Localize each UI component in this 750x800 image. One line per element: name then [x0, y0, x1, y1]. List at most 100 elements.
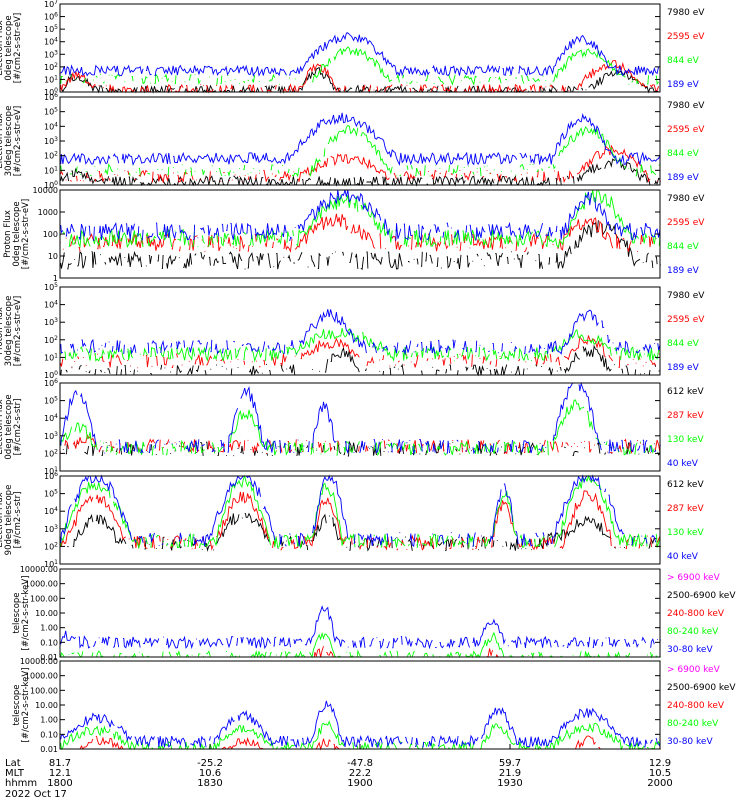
series-7-5: [60, 605, 661, 650]
panel-frame: [59, 286, 661, 376]
y-tick-label: 100: [44, 87, 58, 97]
panel-3: 1 10 100 1000 10000 Proton Flux 0deg telescope…: [3, 186, 705, 283]
legend-entry: 7980 eV: [667, 194, 705, 204]
y-tick-label: 10.00: [35, 701, 58, 710]
legend-entry: 80-240 keV: [667, 627, 719, 637]
y-tick-label: 102: [44, 335, 58, 345]
y-tick-label: 100: [44, 180, 58, 190]
y-axis-label-line: [#/cm2-s-str]: [13, 399, 23, 456]
y-tick-label: 0.01: [40, 653, 58, 662]
series-8-5: [60, 700, 661, 749]
y-tick-label: 1000: [38, 208, 58, 217]
series-4-1: [60, 344, 660, 377]
series-1-4: [60, 32, 660, 78]
series-4-2: [60, 335, 660, 369]
x-tick-label-lat: -25.2: [197, 758, 223, 769]
y-tick-label: 105: [44, 282, 58, 292]
y-tick-label: 105: [44, 396, 58, 406]
y-tick-label: 103: [44, 431, 58, 441]
legend-entry: 240-800 keV: [667, 609, 725, 619]
y-axis-label-line: 90deg telescope: [4, 485, 14, 556]
y-tick-label: 1: [53, 274, 58, 283]
y-axis-label-line: Electron Flux: [0, 399, 5, 454]
series-3-1: [60, 220, 661, 271]
y-tick-label: 1000.00: [25, 672, 58, 681]
panel-7: 0.01 0.10 1.00 10.00 100.00 1000.00 10000.00 te…: [12, 565, 736, 662]
y-axis-label-line: Proton Flux: [0, 307, 5, 355]
series-4-4: [60, 309, 661, 356]
x-row-label-hhmm: hhmm: [5, 778, 37, 789]
legend-entry: 844 eV: [667, 242, 700, 252]
y-tick-label: 10.00: [35, 609, 58, 618]
panel-frame: [59, 660, 661, 750]
y-tick-label: 101: [44, 165, 58, 175]
legend-entry: 287 keV: [667, 411, 704, 421]
legend-entry: 2595 eV: [667, 218, 705, 228]
legend-entry: 130 keV: [667, 528, 704, 538]
y-tick-label: 101: [44, 466, 58, 476]
y-tick-label: 101: [44, 559, 58, 569]
y-tick-label: 101: [44, 74, 58, 84]
y-axis-label-line: [#/cm2-s-str-eV]: [13, 296, 23, 366]
x-tick-label-lat: 59.7: [499, 758, 521, 769]
y-tick-label: 106: [44, 471, 58, 481]
y-tick-label: 10000: [33, 186, 58, 195]
y-axis-label-line: 30deg telescope: [4, 106, 14, 177]
y-tick-label: 106: [44, 92, 58, 102]
y-tick-label: 106: [44, 378, 58, 388]
y-tick-label: 104: [44, 506, 58, 516]
legend-entry: 287 keV: [667, 504, 704, 514]
legend-entry: 80-240 keV: [667, 719, 719, 729]
y-axis-label-line: [#/cm2-s-str-eV]: [13, 106, 23, 176]
y-axis-label-line: Electron Flux: [0, 492, 5, 547]
legend-entry: 612 keV: [667, 480, 704, 490]
legend-entry: 30-80 keV: [667, 737, 713, 747]
y-axis-label-line: telescope: [12, 684, 22, 725]
y-tick-label: 100.00: [30, 594, 58, 603]
x-tick-label-mlt: 12.1: [49, 768, 71, 779]
x-tick-label-lat: 81.7: [49, 758, 71, 769]
x-tick-label-hhmm: 1830: [197, 778, 222, 789]
y-tick-label: 104: [44, 121, 58, 131]
x-tick-label-mlt: 22.2: [349, 768, 371, 779]
y-tick-label: 103: [44, 317, 58, 327]
legend-entry: 240-800 keV: [667, 701, 725, 711]
panel-frame: [59, 3, 661, 93]
y-axis-label-line: 0deg telescope: [4, 15, 14, 80]
date-label: 2022 Oct 17: [5, 789, 67, 800]
legend-entry: 844 eV: [667, 56, 700, 66]
y-tick-label: 103: [44, 524, 58, 534]
legend-entry: 844 eV: [667, 339, 700, 349]
panel-8: 0.01 0.10 1.00 10.00 100.00 1000.00 10000.00 te…: [12, 657, 736, 754]
y-axis-label-line: Electron Flux: [0, 20, 5, 75]
x-tick-label-lat: 12.9: [649, 758, 671, 769]
legend-entry: > 6900 keV: [667, 573, 721, 583]
y-tick-label: 10000.00: [20, 657, 58, 666]
x-tick-label-mlt: 10.5: [649, 768, 671, 779]
y-tick-label: 0.01: [40, 745, 58, 754]
legend-entry: 2595 eV: [667, 315, 705, 325]
series-3-4: [60, 189, 661, 241]
y-tick-label: 105: [44, 24, 58, 34]
panel-1: 100101102103104105106107TEDElectron Flux…: [0, 0, 705, 97]
legend-entry: 30-80 keV: [667, 645, 713, 655]
panel-frame: [59, 475, 661, 565]
x-tick-label-mlt: 10.6: [199, 768, 221, 779]
legend-entry: 2500-6900 keV: [667, 591, 736, 601]
y-axis-label-line: Electron Flux: [0, 113, 5, 168]
y-tick-label: 102: [44, 541, 58, 551]
legend-entry: 2595 eV: [667, 125, 705, 135]
series-6-1: [60, 512, 661, 552]
y-tick-label: 0.10: [40, 638, 58, 647]
legend-entry: > 6900 keV: [667, 665, 721, 675]
panel-5: 101102103104105106MEPEDElectron Flux0deg…: [0, 378, 704, 476]
series-2-3: [60, 124, 660, 178]
legend-entry: 189 eV: [667, 173, 700, 183]
y-axis-label-line: telescope: [12, 592, 22, 633]
x-tick-label-hhmm: 1900: [347, 778, 372, 789]
series-5-4: [60, 381, 661, 456]
y-tick-label: 1000.00: [25, 580, 58, 589]
series-1-1: [60, 66, 660, 94]
